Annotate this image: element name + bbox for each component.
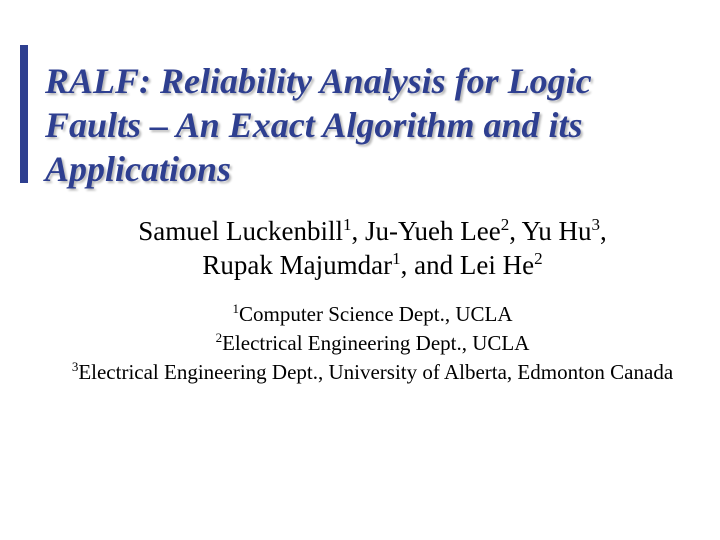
- affil-text: Computer Science Dept., UCLA: [239, 302, 513, 326]
- author-affil-ref: 3: [591, 215, 600, 234]
- affil-text: Electrical Engineering Dept., UCLA: [222, 331, 529, 355]
- slide-title: RALF: Reliability Analysis for Logic Fau…: [45, 60, 675, 192]
- title-accent-bar: [20, 45, 28, 183]
- affil-text: Electrical Engineering Dept., University…: [78, 360, 673, 384]
- author-text: Samuel Luckenbill: [138, 216, 343, 246]
- author-affil-ref: 2: [534, 249, 543, 268]
- affiliation-line: 1Computer Science Dept., UCLA: [70, 301, 675, 328]
- author-affil-ref: 1: [392, 249, 401, 268]
- author-text: , and Lei He: [401, 250, 534, 280]
- author-text: ,: [600, 216, 607, 246]
- affiliations-block: 1Computer Science Dept., UCLA 2Electrica…: [70, 301, 675, 387]
- author-text: Rupak Majumdar: [202, 250, 392, 280]
- affiliation-line: 3Electrical Engineering Dept., Universit…: [70, 359, 675, 386]
- author-text: , Ju-Yueh Lee: [351, 216, 500, 246]
- affiliation-line: 2Electrical Engineering Dept., UCLA: [70, 330, 675, 357]
- authors-block: Samuel Luckenbill1, Ju-Yueh Lee2, Yu Hu3…: [70, 214, 675, 283]
- author-text: , Yu Hu: [509, 216, 591, 246]
- slide-container: RALF: Reliability Analysis for Logic Fau…: [0, 0, 720, 540]
- author-affil-ref: 2: [501, 215, 510, 234]
